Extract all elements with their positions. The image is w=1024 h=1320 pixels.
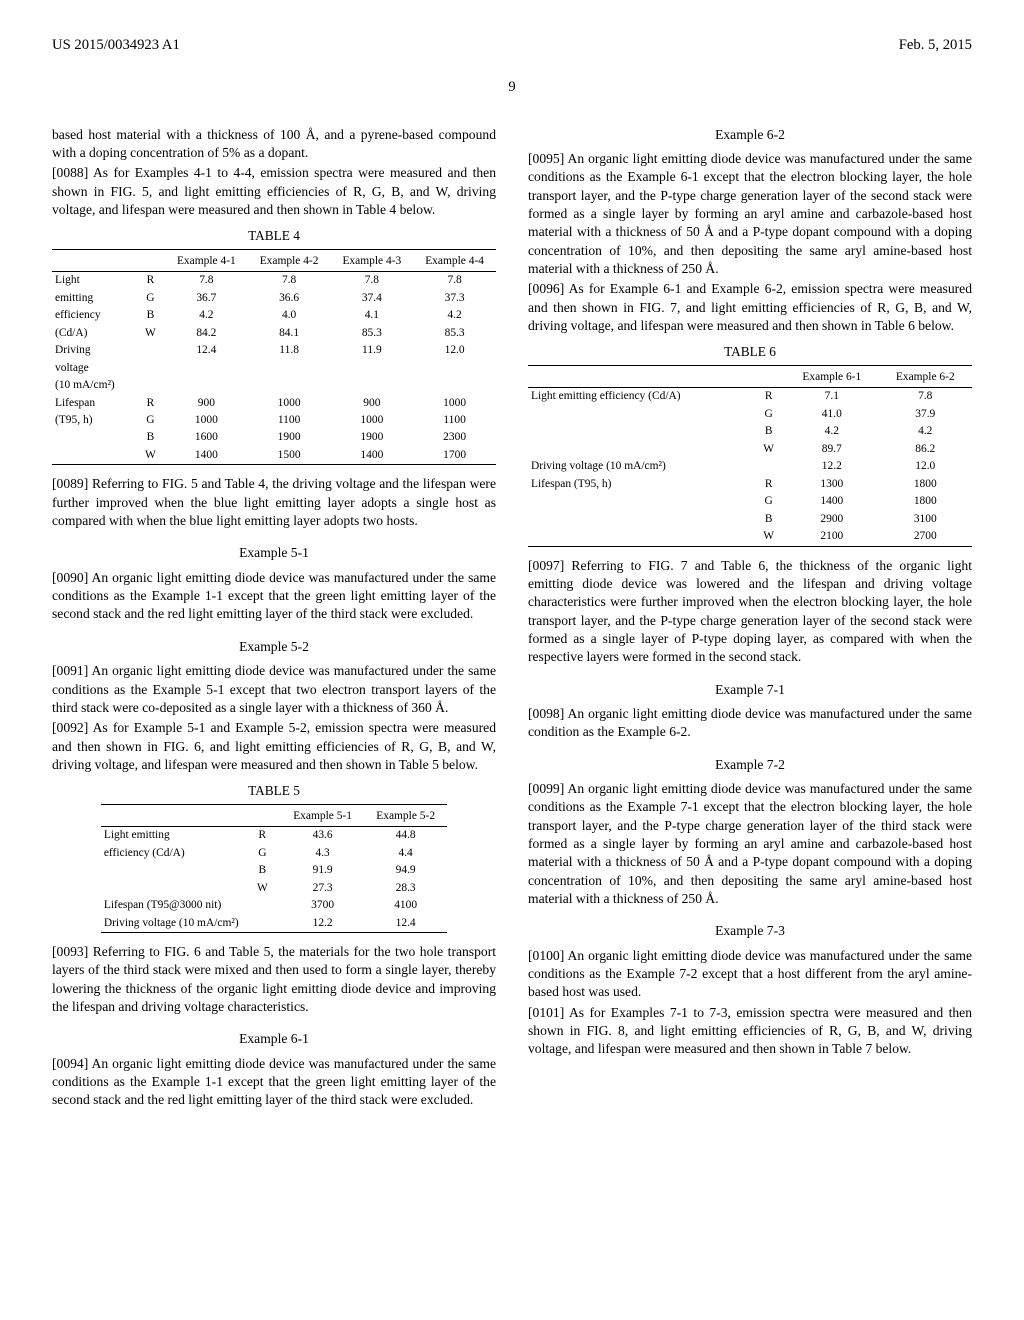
paragraph-0089: [0089] Referring to FIG. 5 and Table 4, …	[52, 475, 496, 530]
pub-number: US 2015/0034923 A1	[52, 36, 180, 56]
table-row: W21002700	[528, 528, 972, 546]
table-row: G41.037.9	[528, 406, 972, 423]
table-4-caption: TABLE 4	[52, 227, 496, 245]
two-column-layout: based host material with a thickness of …	[52, 126, 972, 1112]
table-row: efficiency (Cd/A)G4.34.4	[101, 845, 447, 862]
page-header: US 2015/0034923 A1 Feb. 5, 2015	[52, 36, 972, 78]
paragraph-0094: [0094] An organic light emitting diode d…	[52, 1055, 496, 1110]
t5-h2: Example 5-1	[281, 807, 364, 827]
t4-h3: Example 4-2	[248, 252, 331, 272]
example-7-1-heading: Example 7-1	[528, 681, 972, 699]
paragraph-0092: [0092] As for Example 5-1 and Example 5-…	[52, 719, 496, 774]
t4-h1	[136, 252, 165, 272]
table-6-caption: TABLE 6	[528, 343, 972, 361]
table-row: Light emittingR43.644.8	[101, 827, 447, 845]
t5-h1	[244, 807, 282, 827]
paragraph-0093: [0093] Referring to FIG. 6 and Table 5, …	[52, 943, 496, 1016]
table-row: B91.994.9	[101, 862, 447, 879]
paragraph-0095: [0095] An organic light emitting diode d…	[528, 150, 972, 278]
paragraph-0101: [0101] As for Examples 7-1 to 7-3, emiss…	[528, 1004, 972, 1059]
left-column: based host material with a thickness of …	[52, 126, 496, 1112]
table-row: W27.328.3	[101, 880, 447, 897]
table-row: B4.24.2	[528, 423, 972, 440]
t6-h1	[752, 368, 785, 388]
t4-h2: Example 4-1	[165, 252, 248, 272]
table-4: Example 4-1 Example 4-2 Example 4-3 Exam…	[52, 249, 496, 465]
table-5-caption: TABLE 5	[52, 782, 496, 800]
paragraph-0098: [0098] An organic light emitting diode d…	[528, 705, 972, 742]
example-6-2-heading: Example 6-2	[528, 126, 972, 144]
table-row: G14001800	[528, 493, 972, 510]
table-row: B1600190019002300	[52, 429, 496, 446]
table-row: Lifespan (T95@3000 nit)37004100	[101, 897, 447, 914]
table-row: Lifespan (T95, h)R13001800	[528, 476, 972, 493]
paragraph-0091: [0091] An organic light emitting diode d…	[52, 662, 496, 717]
t6-h2: Example 6-1	[785, 368, 878, 388]
paragraph-0097: [0097] Referring to FIG. 7 and Table 6, …	[528, 557, 972, 667]
table-row: Light emitting efficiency (Cd/A)R7.17.8	[528, 388, 972, 406]
table-row: Driving voltage (10 mA/cm²)12.212.4	[101, 915, 447, 933]
table-5: Example 5-1 Example 5-2 Light emittingR4…	[101, 804, 447, 933]
paragraph-cont: based host material with a thickness of …	[52, 126, 496, 163]
example-6-1-heading: Example 6-1	[52, 1030, 496, 1048]
table-row: LifespanR90010009001000	[52, 395, 496, 412]
table-row: LightR7.87.87.87.8	[52, 272, 496, 290]
table-row: Driving12.411.811.912.0	[52, 342, 496, 359]
table-row: Driving voltage (10 mA/cm²)12.212.0	[528, 458, 972, 475]
table-row: (10 mA/cm²)	[52, 377, 496, 394]
table-row: emittingG36.736.637.437.3	[52, 290, 496, 307]
example-5-2-heading: Example 5-2	[52, 638, 496, 656]
paragraph-0088: [0088] As for Examples 4-1 to 4-4, emiss…	[52, 164, 496, 219]
paragraph-0099: [0099] An organic light emitting diode d…	[528, 780, 972, 908]
table-row: efficiencyB4.24.04.14.2	[52, 307, 496, 324]
pub-date: Feb. 5, 2015	[899, 36, 972, 56]
paragraph-0090: [0090] An organic light emitting diode d…	[52, 569, 496, 624]
table-row: (Cd/A)W84.284.185.385.3	[52, 325, 496, 342]
table-row: W1400150014001700	[52, 447, 496, 465]
t5-h0	[101, 807, 244, 827]
example-7-2-heading: Example 7-2	[528, 756, 972, 774]
paragraph-0100: [0100] An organic light emitting diode d…	[528, 947, 972, 1002]
example-7-3-heading: Example 7-3	[528, 922, 972, 940]
table-6: Example 6-1 Example 6-2 Light emitting e…	[528, 365, 972, 546]
t4-h0	[52, 252, 136, 272]
table-row: B29003100	[528, 511, 972, 528]
paragraph-0096: [0096] As for Example 6-1 and Example 6-…	[528, 280, 972, 335]
t4-h4: Example 4-3	[330, 252, 413, 272]
table-row: (T95, h)G1000110010001100	[52, 412, 496, 429]
right-column: Example 6-2 [0095] An organic light emit…	[528, 126, 972, 1112]
t6-h0	[528, 368, 752, 388]
page-number: 9	[52, 78, 972, 98]
t5-h3: Example 5-2	[364, 807, 447, 827]
t4-h5: Example 4-4	[413, 252, 496, 272]
t6-h3: Example 6-2	[879, 368, 972, 388]
table-row: W89.786.2	[528, 441, 972, 458]
table-row: voltage	[52, 360, 496, 377]
example-5-1-heading: Example 5-1	[52, 544, 496, 562]
